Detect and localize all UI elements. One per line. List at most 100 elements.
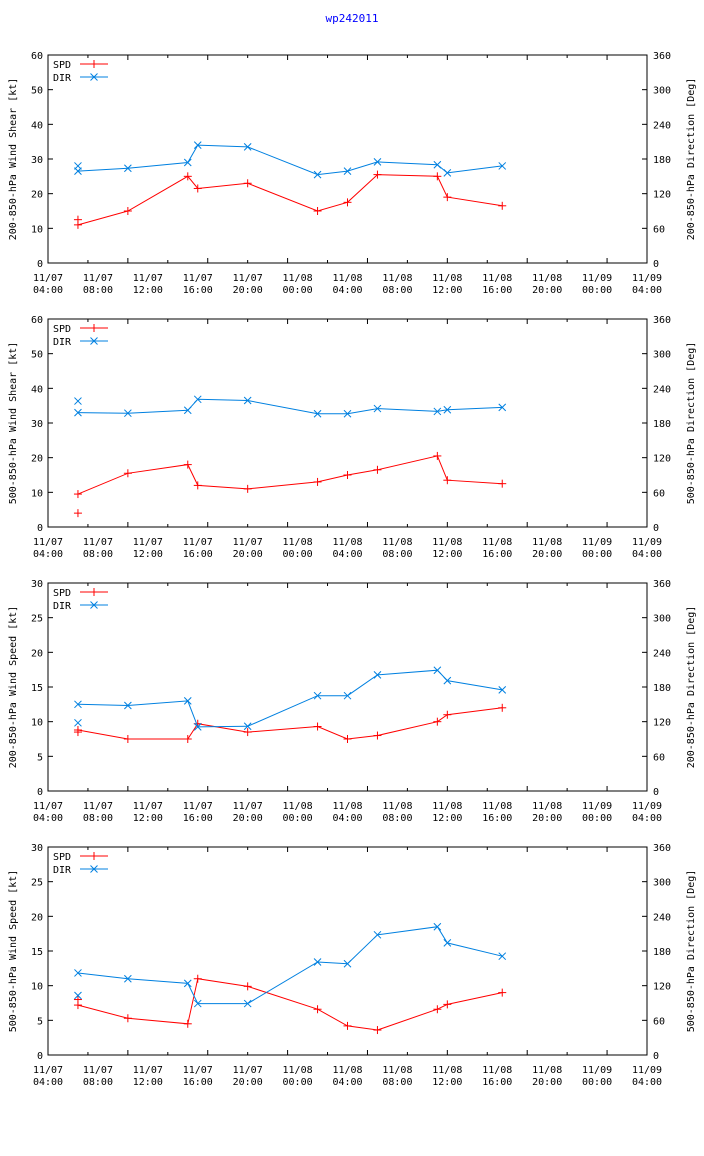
x-tick-label-time: 12:00 [432,1077,462,1088]
y-tick-label: 20 [31,912,43,923]
y2-tick-label: 300 [653,350,671,361]
y-tick-label: 20 [31,190,43,201]
dir-point [243,396,252,405]
spd-point [433,717,442,726]
y-tick-label: 20 [31,648,43,659]
spd-point [343,471,352,479]
x-tick-label-date: 11/07 [83,537,113,548]
dir-point [124,701,132,710]
x-tick-label-date: 11/07 [33,801,63,812]
spd-point [123,469,132,478]
x-tick-label-date: 11/07 [133,273,163,284]
y2-axis-label: 200-850-hPa Direction [Deg] [686,78,697,241]
dir-point [373,404,382,413]
x-tick-label-date: 11/08 [432,273,462,284]
spd-point [183,460,192,469]
spd-point [193,481,202,490]
dir-point [124,164,132,173]
spd-point [183,172,192,181]
x-tick-label-time: 04:00 [33,813,63,824]
spd-point [313,722,322,731]
x-tick-label-date: 11/08 [332,801,362,812]
y2-tick-label: 240 [653,912,671,923]
legend-spd-label: SPD [53,60,71,71]
y2-tick-label: 120 [653,982,671,993]
x-tick-label-time: 16:00 [482,1077,512,1088]
dir-point [74,397,82,405]
x-tick-label-time: 20:00 [233,1077,263,1088]
spd-point [433,172,442,181]
dir-series-line [77,669,503,728]
x-tick-label-date: 11/07 [33,1065,63,1076]
spd-point [343,1021,352,1030]
dir-series-line [77,926,503,1005]
y2-tick-label: 180 [653,419,671,430]
legend-spd-marker [90,588,98,596]
dir-point [498,952,507,961]
x-tick-label-time: 12:00 [133,1077,163,1088]
y2-axis-label: 500-850-hPa Direction [Deg] [686,342,697,505]
dir-point [183,979,192,988]
legend-dir-label: DIR [53,601,72,612]
x-tick-label-date: 11/07 [183,273,213,284]
y-tick-label: 15 [31,683,43,694]
x-tick-label-date: 11/08 [482,1065,512,1076]
spd-series-line [77,455,503,495]
y2-tick-label: 300 [653,878,671,889]
x-tick-label-date: 11/08 [283,1065,313,1076]
y-tick-label: 10 [31,718,43,729]
dir-point [183,158,192,167]
y2-tick-label: 120 [653,190,671,201]
y-tick-label: 5 [37,1016,43,1027]
spd-point [443,193,452,202]
dir-series-line [77,144,503,176]
y-tick-label: 30 [31,419,43,430]
y-axis-label: 200-850-hPa Wind Shear [kt] [8,78,19,241]
dir-point [74,718,82,727]
y2-tick-label: 360 [653,51,671,62]
dir-point [373,158,382,166]
x-tick-label-date: 11/07 [233,801,263,812]
x-tick-label-time: 00:00 [283,549,313,560]
x-tick-label-time: 08:00 [83,285,113,296]
x-tick-label-date: 11/09 [582,537,612,548]
x-tick-label-date: 11/07 [83,801,113,812]
dir-point [313,170,322,179]
y2-tick-label: 240 [653,120,671,131]
x-tick-label-time: 00:00 [582,549,612,560]
dir-point [124,409,132,418]
legend-dir-marker [90,865,98,873]
x-tick-label-time: 20:00 [532,549,562,560]
x-tick-label-date: 11/07 [133,1065,163,1076]
x-tick-label-date: 11/09 [582,801,612,812]
spd-point [73,725,82,734]
dir-point [243,722,252,731]
y2-tick-label: 0 [653,523,659,534]
dir-point [373,930,382,939]
spd-point [343,735,352,743]
dir-point [443,169,452,177]
y2-tick-label: 0 [653,787,659,798]
x-tick-label-date: 11/07 [233,273,263,284]
y-axis-label: 200-850-hPa Wind Speed [kt] [8,606,19,769]
x-tick-label-date: 11/08 [382,273,412,284]
x-tick-label-time: 04:00 [632,813,662,824]
x-tick-label-time: 20:00 [532,285,562,296]
spd-point [123,1014,132,1023]
dir-point [313,691,322,700]
dir-point [193,999,202,1008]
x-tick-label-time: 20:00 [532,813,562,824]
x-tick-label-date: 11/07 [83,1065,113,1076]
x-tick-label-time: 12:00 [432,549,462,560]
legend-dir-marker [90,73,98,81]
x-tick-label-time: 00:00 [283,285,313,296]
y-tick-label: 60 [31,51,43,62]
dir-point [343,409,352,418]
y-axis-label: 500-850-hPa Wind Speed [kt] [8,870,19,1033]
spd-point [443,710,452,719]
dir-point [313,409,322,418]
x-tick-label-date: 11/07 [133,537,163,548]
spd-point [123,735,132,743]
y-tick-label: 0 [37,787,43,798]
